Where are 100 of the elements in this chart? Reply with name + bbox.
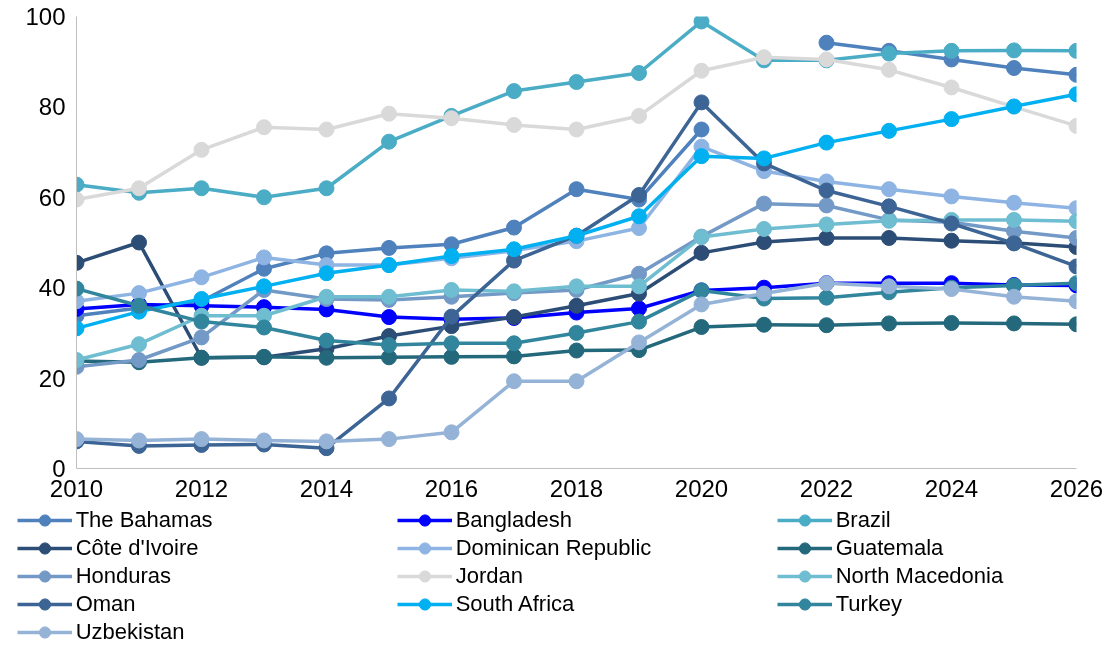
point: [193, 269, 210, 286]
point: [818, 317, 835, 334]
x-tick-label: 2016: [424, 474, 479, 502]
point: [693, 296, 710, 313]
point: [756, 220, 772, 237]
point: [693, 148, 710, 165]
point: [1006, 60, 1022, 77]
point: [381, 390, 397, 407]
y-tick-label: 100: [25, 3, 66, 30]
point: [756, 234, 772, 251]
point: [881, 122, 897, 139]
y-tick-label: 20: [38, 364, 66, 392]
y-tick-label: 80: [38, 93, 66, 121]
legend-label: Oman: [75, 590, 136, 618]
point: [568, 297, 585, 314]
point: [318, 265, 335, 282]
x-tick-label: 2026: [1049, 474, 1104, 502]
point: [318, 180, 335, 197]
legend-label: Bangladesh: [455, 506, 572, 534]
point: [943, 42, 960, 59]
point: [881, 61, 897, 78]
point: [631, 107, 647, 124]
point: [943, 188, 960, 205]
point: [318, 349, 335, 366]
point: [256, 432, 272, 449]
point: [881, 181, 897, 198]
point: [818, 182, 835, 199]
legend-label: Dominican Republic: [455, 534, 652, 562]
legend-label: North Macedonia: [835, 562, 1004, 590]
point: [631, 208, 647, 225]
point: [131, 234, 147, 251]
point: [631, 187, 647, 204]
point: [193, 141, 210, 158]
point: [381, 337, 397, 354]
y-tick-label: 40: [38, 274, 66, 302]
point: [818, 34, 835, 51]
point: [381, 431, 397, 448]
point: [943, 111, 960, 128]
point: [693, 62, 710, 79]
point: [693, 244, 710, 261]
point: [693, 16, 710, 30]
point: [1006, 315, 1022, 332]
point: [568, 342, 585, 359]
point: [506, 116, 522, 133]
legend-label: Guatemala: [835, 534, 944, 562]
point: [631, 265, 647, 282]
legend-label: Uzbekistan: [75, 618, 185, 646]
point: [256, 189, 272, 206]
point: [131, 180, 147, 197]
legend-label: Côte d'Ivoire: [75, 534, 199, 562]
point: [1006, 42, 1022, 59]
legend-label: South Africa: [455, 590, 575, 618]
legend-label: The Bahamas: [75, 506, 213, 534]
point: [568, 121, 585, 138]
point: [943, 79, 960, 96]
point: [1006, 211, 1022, 228]
point: [131, 336, 147, 353]
point: [568, 373, 585, 390]
y-tick-label: 60: [38, 183, 66, 211]
point: [693, 94, 710, 111]
x-tick-label: 2022: [799, 474, 854, 502]
point: [631, 300, 647, 317]
point: [818, 134, 835, 151]
point: [506, 348, 522, 365]
point: [631, 278, 647, 295]
point: [756, 150, 772, 167]
x-tick-label: 2014: [299, 474, 354, 502]
point: [193, 180, 210, 197]
point: [756, 195, 772, 212]
point: [943, 314, 960, 331]
point: [756, 285, 772, 302]
point: [1006, 194, 1022, 211]
point: [568, 181, 585, 198]
point: [131, 432, 147, 449]
point: [318, 121, 335, 138]
point: [381, 309, 397, 326]
x-tick-label: 2024: [924, 474, 979, 502]
point: [943, 232, 960, 249]
x-tick-label: 2018: [549, 474, 604, 502]
point: [193, 313, 210, 330]
point: [318, 433, 335, 450]
point: [256, 249, 272, 266]
point: [568, 74, 585, 91]
x-tick-label: 2012: [174, 474, 229, 502]
point: [506, 83, 522, 100]
point: [818, 229, 835, 246]
point: [381, 239, 397, 256]
legend-label: Turkey: [835, 590, 903, 618]
point: [381, 105, 397, 122]
point: [443, 335, 460, 352]
legend-label: Jordan: [455, 562, 523, 590]
point: [881, 229, 897, 246]
point: [693, 121, 710, 138]
point: [881, 315, 897, 332]
point: [631, 65, 647, 81]
point: [1006, 288, 1022, 305]
point: [568, 324, 585, 341]
point: [881, 198, 897, 215]
point: [631, 334, 647, 351]
point: [193, 431, 210, 448]
